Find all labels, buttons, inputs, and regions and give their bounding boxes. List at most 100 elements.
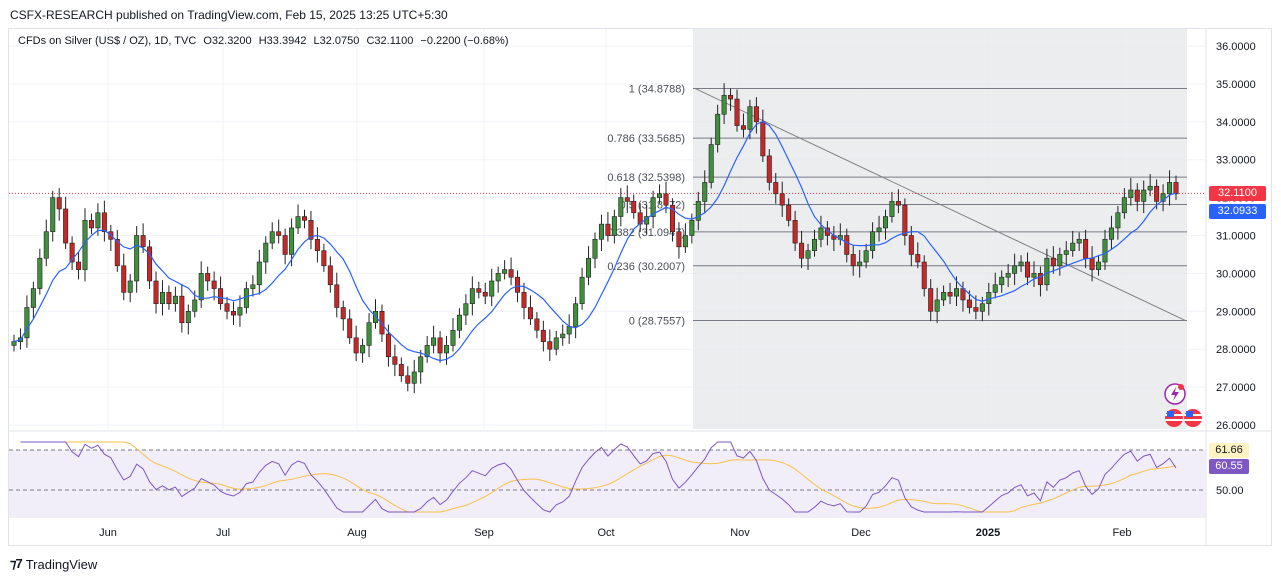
candle-down [347,318,353,339]
candle-down [792,220,798,244]
candle-up [1147,185,1153,191]
candle-down [508,269,514,278]
ma-price-label: 32.0933 [1209,204,1266,219]
candle-up [198,273,204,301]
change-value: −0.2200 (−0.68%) [420,35,509,47]
candle-up [1128,189,1134,198]
candle-down [314,238,320,251]
candle-down [121,265,127,293]
candle-down [676,231,682,248]
candle-down [56,197,62,210]
candle-down [908,235,914,255]
candle-down [166,292,172,305]
us-flag-icon-2[interactable] [1183,408,1203,428]
candle-down [637,212,643,225]
candle-up [1012,265,1018,274]
candle-down [844,235,850,255]
chart-frame [8,28,1272,546]
candle-down [740,125,746,130]
rsi-band [9,450,1206,518]
candle-up [456,314,462,331]
y-tick-label: 34.0000 [1216,117,1256,129]
candle-down [1037,273,1043,286]
candle-down [527,307,533,320]
candle-up [689,220,695,236]
y-tick-label: 29.0000 [1216,306,1256,318]
candle-up [586,257,592,278]
candle-up [560,333,566,339]
candle-up [431,337,437,346]
candle-up [811,238,817,251]
candle-down [966,299,972,308]
candle-down [63,208,69,244]
candle-down [385,333,391,358]
candle-down [476,288,482,293]
candle-down [766,155,772,183]
footer-brand[interactable]: ⁊7 TradingView [10,556,97,572]
candle-up [43,231,49,259]
symbol-name[interactable]: CFDs on Silver (US$ / OZ), 1D, TVC [18,35,197,47]
candle-down [734,98,740,126]
candle-down [101,212,107,233]
candle-up [941,292,947,301]
candle-up [657,193,663,198]
candle-down [547,341,553,350]
candle-down [140,235,146,248]
candle-up [553,337,559,350]
candle-up [870,231,876,251]
candle-down [1025,261,1031,278]
candle-up [1167,182,1173,195]
candle-up [295,216,301,229]
close-value: C32.1100 [366,35,414,47]
y-tick-label: 30.0000 [1216,268,1256,280]
fib-level-label: 0.786 (33.5685) [607,133,685,145]
rsi-line [20,441,1177,513]
candle-down [76,261,82,270]
candle-down [405,375,411,384]
candle-up [986,292,992,305]
candle-down [1173,182,1179,195]
candle-up [715,113,721,145]
candle-up [37,257,43,289]
candle-up [1044,257,1050,286]
candle-up [1018,261,1024,267]
candle-down [902,204,908,236]
candle-down [1050,257,1056,267]
fib-level-label: 1 (34.8788) [629,83,685,95]
lightning-icon[interactable] [1164,383,1186,405]
y-tick-label: 28.0000 [1216,344,1256,356]
candle-up [857,261,863,267]
candle-up [489,280,495,297]
candle-up [463,303,469,316]
last-price-label: 32.1100 [1209,186,1266,201]
x-tick-label: 2025 [976,527,1000,539]
candle-down [728,94,734,100]
candle-down [1089,257,1095,270]
candle-down [398,364,404,377]
candle-up [863,250,869,263]
x-tick-label: Aug [347,527,367,539]
candle-up [256,261,262,286]
candle-up [250,284,256,289]
candle-up [95,212,101,229]
candle-up [818,227,824,240]
candle-up [882,216,888,229]
candle-down [205,273,211,282]
candle-up [1063,250,1069,255]
candle-up [11,341,17,346]
candle-up [424,345,430,358]
candle-down [605,223,611,236]
candle-down [392,356,398,365]
candle-up [237,307,243,316]
candle-up [611,216,617,236]
candle-up [411,371,417,384]
candle-down [114,238,120,267]
candle-up [444,345,450,354]
us-flag-icon[interactable] [1164,408,1184,428]
candle-down [230,310,236,316]
fib-level-label: 0.618 (32.5398) [607,172,685,184]
candle-up [469,288,475,305]
candle-up [192,299,198,312]
candle-up [934,299,940,312]
